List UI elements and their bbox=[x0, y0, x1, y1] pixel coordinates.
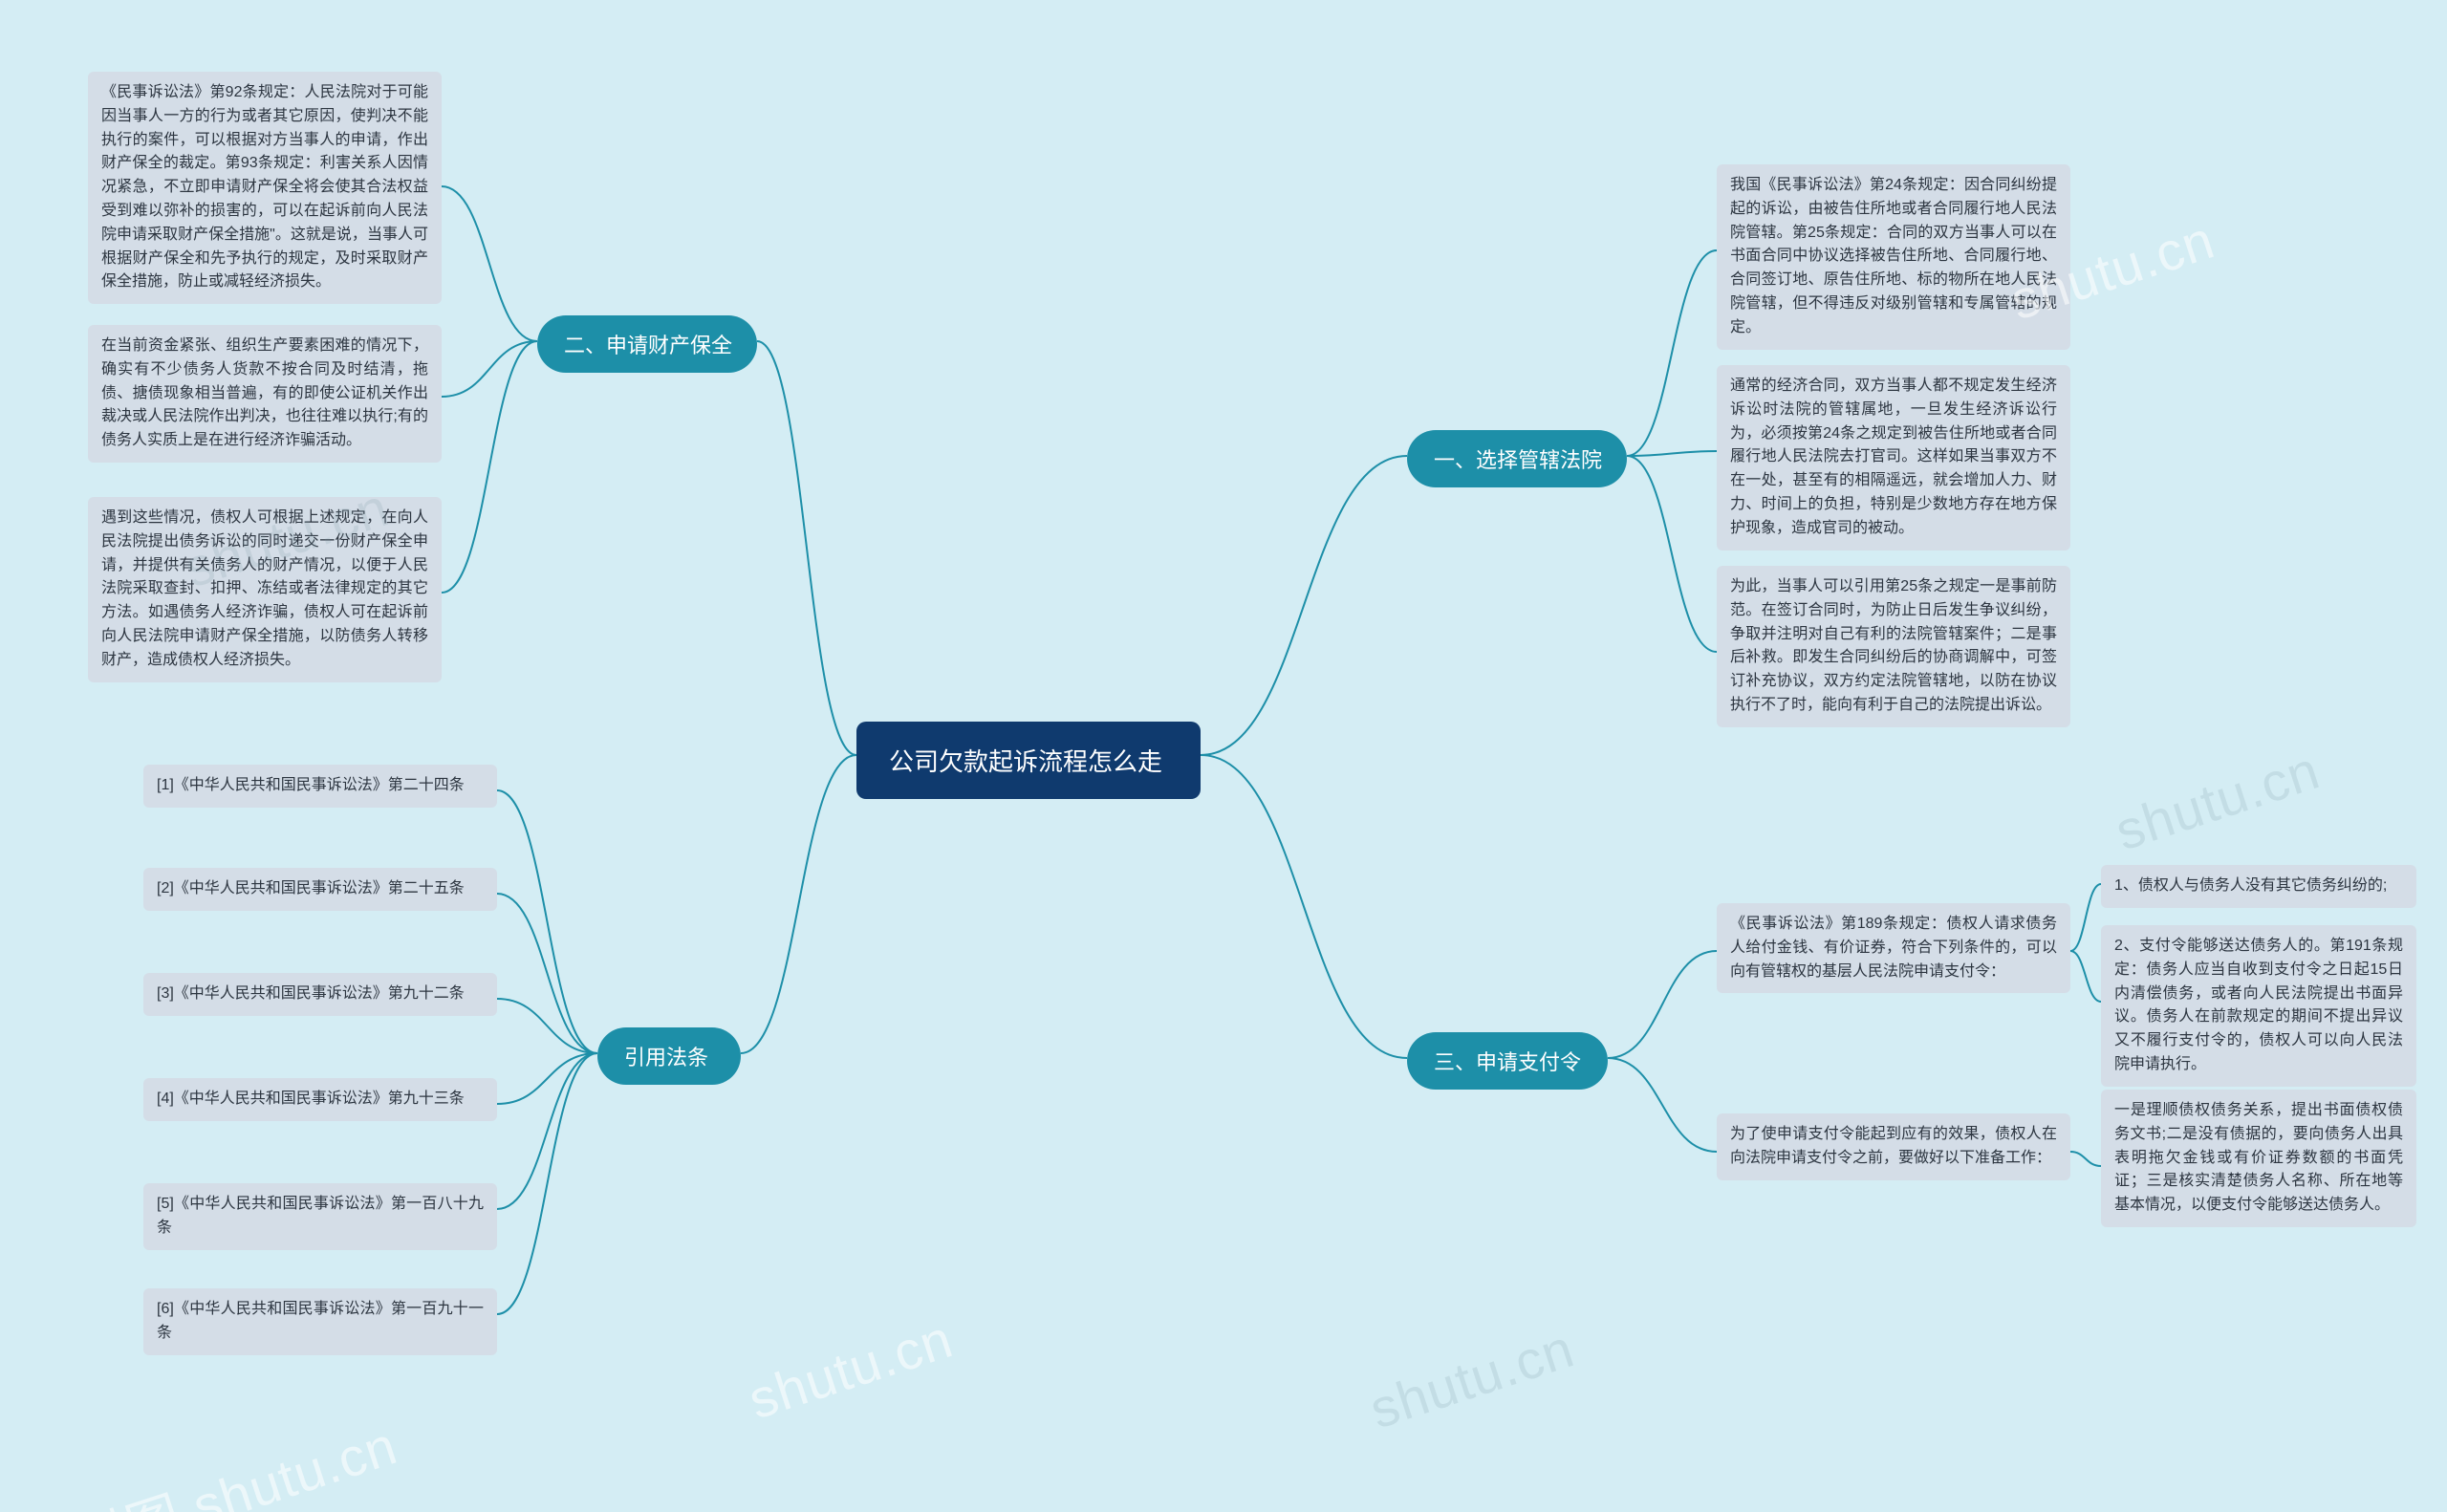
leaf-child-node: 1、债权人与债务人没有其它债务纠纷的; bbox=[2101, 865, 2416, 908]
leaf-node: [3]《中华人民共和国民事诉讼法》第九十二条 bbox=[143, 973, 497, 1016]
leaf-node: [5]《中华人民共和国民事诉讼法》第一百八十九条 bbox=[143, 1183, 497, 1250]
leaf-child-node: 2、支付令能够送达债务人的。第191条规定：债务人应当自收到支付令之日起15日内… bbox=[2101, 925, 2416, 1087]
branch-node-b1: 一、选择管辖法院 bbox=[1407, 430, 1627, 487]
leaf-node: 《民事诉讼法》第92条规定：人民法院对于可能因当事人一方的行为或者其它原因，使判… bbox=[88, 72, 442, 304]
leaf-node: 遇到这些情况，债权人可根据上述规定，在向人民法院提出债务诉讼的同时递交一份财产保… bbox=[88, 497, 442, 682]
center-node: 公司欠款起诉流程怎么走 bbox=[856, 722, 1201, 799]
leaf-node: [4]《中华人民共和国民事诉讼法》第九十三条 bbox=[143, 1078, 497, 1121]
branch-node-b2: 二、申请财产保全 bbox=[537, 315, 757, 373]
branch-node-b3: 三、申请支付令 bbox=[1407, 1032, 1608, 1090]
watermark: shutu.cn bbox=[741, 1307, 960, 1432]
leaf-node: [1]《中华人民共和国民事诉讼法》第二十四条 bbox=[143, 765, 497, 808]
branch-node-b4: 引用法条 bbox=[597, 1027, 741, 1085]
leaf-node: 为了使申请支付令能起到应有的效果，债权人在向法院申请支付令之前，要做好以下准备工… bbox=[1717, 1113, 2070, 1180]
watermark: shutu.cn bbox=[1362, 1317, 1581, 1441]
leaf-node: 通常的经济合同，双方当事人都不规定发生经济诉讼时法院的管辖属地，一旦发生经济诉讼… bbox=[1717, 365, 2070, 551]
watermark: shutu.cn bbox=[2108, 739, 2327, 863]
leaf-node: [6]《中华人民共和国民事诉讼法》第一百九十一条 bbox=[143, 1288, 497, 1355]
leaf-node: [2]《中华人民共和国民事诉讼法》第二十五条 bbox=[143, 868, 497, 911]
leaf-node: 在当前资金紧张、组织生产要素困难的情况下，确实有不少债务人货款不按合同及时结清，… bbox=[88, 325, 442, 463]
watermark: 树图 shutu.cn bbox=[63, 1403, 405, 1512]
leaf-node: 为此，当事人可以引用第25条之规定一是事前防范。在签订合同时，为防止日后发生争议… bbox=[1717, 566, 2070, 727]
leaf-child-node: 一是理顺债权债务关系，提出书面债权债务文书;二是没有债据的，要向债务人出具表明拖… bbox=[2101, 1090, 2416, 1227]
leaf-node: 我国《民事诉讼法》第24条规定：因合同纠纷提起的诉讼，由被告住所地或者合同履行地… bbox=[1717, 164, 2070, 350]
leaf-node: 《民事诉讼法》第189条规定：债权人请求债务人给付金钱、有价证券，符合下列条件的… bbox=[1717, 903, 2070, 993]
